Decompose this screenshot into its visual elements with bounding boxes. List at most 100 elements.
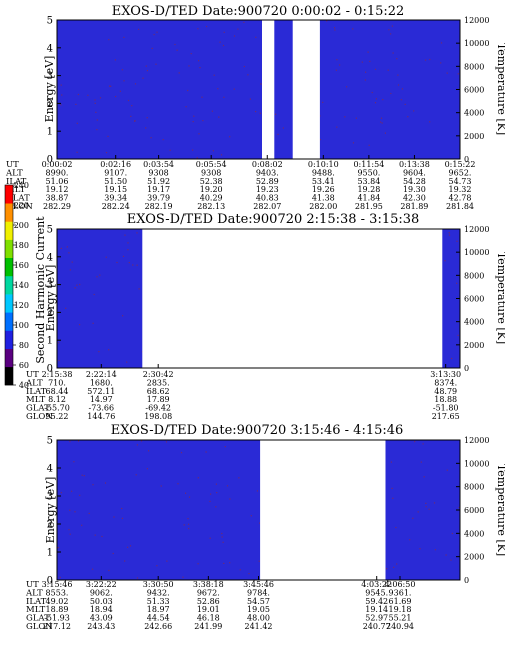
colorbar-tick-label: 80 (19, 341, 29, 350)
panel-3-ephem-value: 3:22:22 (86, 580, 117, 589)
panel-3-speckle (88, 512, 90, 514)
panel-2-ephem-value: 14.97 (90, 395, 113, 404)
panel-2-ephem-value: 572.11 (87, 387, 115, 396)
panel-3-speckle (417, 511, 419, 513)
panel-3-speckle (392, 497, 394, 499)
panel-1-speckle (96, 129, 98, 131)
panel-2-ephem-label: ILAT (26, 387, 47, 397)
panel-1-speckle (134, 83, 137, 85)
panel-1-speckle (249, 98, 251, 100)
panel-1-speckle (336, 59, 338, 61)
panel-1-speckle (198, 133, 200, 135)
panel-3-speckle (425, 506, 427, 508)
panel-3-speckle (73, 461, 75, 463)
panel-1-speckle (127, 99, 130, 102)
panel-1-speckle (198, 60, 200, 62)
panel-1-speckle (335, 69, 337, 71)
panel-3-ephem-value: 52.97 (365, 614, 388, 623)
panel-3-speckle (396, 563, 398, 565)
panel-2-ephem-value: 18.88 (434, 395, 457, 404)
panel-3-speckle (59, 576, 61, 578)
panel-1-speckle (192, 121, 194, 123)
panel-1-ephem-value: 282.13 (197, 202, 225, 211)
panel-3-speckle (239, 569, 241, 571)
panel-1-speckle (119, 90, 121, 92)
panel-2-ytick-label: 2 (47, 308, 53, 319)
panel-1-ephem-value: 281.84 (446, 202, 474, 211)
panel-1-speckle (384, 132, 386, 134)
panel-3-speckle (148, 450, 150, 452)
panel-2-speckle (76, 284, 78, 286)
panel-1-data-gap (292, 20, 320, 159)
panel-1-ephem-label: MLT (6, 185, 26, 195)
panel-1-speckle (123, 36, 125, 38)
panel-3-background (57, 440, 460, 580)
panel-3-speckle (129, 545, 132, 547)
panel-3-speckle (183, 524, 185, 526)
panel-1-ephem-value: 40.29 (200, 194, 223, 203)
panel-1-ephem-label: UT (6, 160, 19, 170)
panel-1-ephem-value: 42.78 (449, 194, 472, 203)
panel-1-speckle (322, 101, 324, 103)
panel-3-speckle (69, 440, 71, 443)
panel-3-speckle (91, 568, 94, 570)
panel-3-speckle (112, 552, 114, 555)
panel-1-ephem-value: 0:08:02 (252, 160, 283, 169)
panel-3-speckle (458, 506, 460, 509)
panel-1-speckle (457, 73, 459, 75)
panel-1-speckle (213, 74, 215, 76)
panel-1-speckle (364, 79, 366, 81)
panel-3-speckle (391, 487, 393, 489)
panel-2-ephem-value: 2:22:14 (86, 370, 117, 379)
panel-1-speckle (382, 99, 384, 101)
panel-1-speckle (96, 119, 98, 121)
panel-1-ephem-value: 9107. (104, 168, 127, 177)
panel-3-speckle (425, 502, 427, 504)
colorbar-segment (5, 366, 13, 386)
panel-1-speckle (396, 58, 398, 60)
panel-3-ephem-value: 54.57 (247, 597, 270, 606)
panel-1-speckle (400, 99, 402, 101)
panel-3-speckle (136, 444, 138, 446)
panel-1-speckle (326, 20, 328, 22)
panel-1-speckle (334, 27, 336, 29)
panel-3-speckle (428, 508, 430, 510)
panel-3-speckle (390, 461, 392, 463)
panel-1-ephem-value: 9652. (449, 168, 472, 177)
panel-1-speckle (197, 28, 199, 30)
panel-2-speckle (68, 252, 70, 254)
panel-2-ephem-value: 8.12 (48, 395, 66, 404)
panel-1-speckle (212, 150, 214, 152)
panel-3-ephem-label: ALT (25, 588, 43, 598)
panel-3-ephem-value: 18.97 (147, 605, 170, 614)
panel-1-ephem-value: 282.24 (102, 202, 130, 211)
panel-3-speckle (433, 502, 436, 504)
panel-1-ephemeris: UTALTILATMLTGLATGLON0:00:028990.51.0619.… (5, 155, 475, 212)
panel-1-speckle (355, 117, 357, 119)
panel-1-ephem-label: GLAT (6, 194, 30, 204)
panel-1-speckle (121, 69, 123, 71)
panel-1-ephem-value: 9488. (312, 168, 335, 177)
panel-1-ephem-value: 41.84 (357, 194, 380, 203)
panel-1-speckle (156, 31, 158, 33)
panel-1-speckle (185, 106, 187, 108)
panel-2-ephem-label: ALT (25, 378, 43, 388)
panel-3-speckle (79, 494, 81, 496)
panel-1-ephem-value: 282.29 (43, 202, 71, 211)
panel-1-speckle (374, 68, 377, 70)
colorbar-segment (5, 221, 13, 240)
colorbar-ticks: 40 60 80 100 120 140 160 180 200 220 240 (13, 181, 29, 390)
panel-3-ytick-label: 2 (47, 520, 53, 531)
panel-3-speckle (69, 533, 71, 535)
panel-1-speckle (233, 88, 235, 90)
panel-2-ephem-value: 17.89 (147, 395, 170, 404)
panel-3-speckle (209, 537, 211, 539)
panel-2-speckle (116, 261, 118, 264)
panel-1-speckle (392, 52, 394, 54)
panel-1-y-ticks: 0 1 2 3 4 5 (47, 16, 61, 166)
panel-1-ephem-value: 19.26 (312, 185, 335, 194)
panel-1-y-label: Energy [eV] (43, 56, 56, 123)
panel-1-speckle (390, 33, 392, 35)
panel-1-speckle (346, 86, 348, 88)
colorbar-tick-label: 140 (14, 281, 29, 290)
